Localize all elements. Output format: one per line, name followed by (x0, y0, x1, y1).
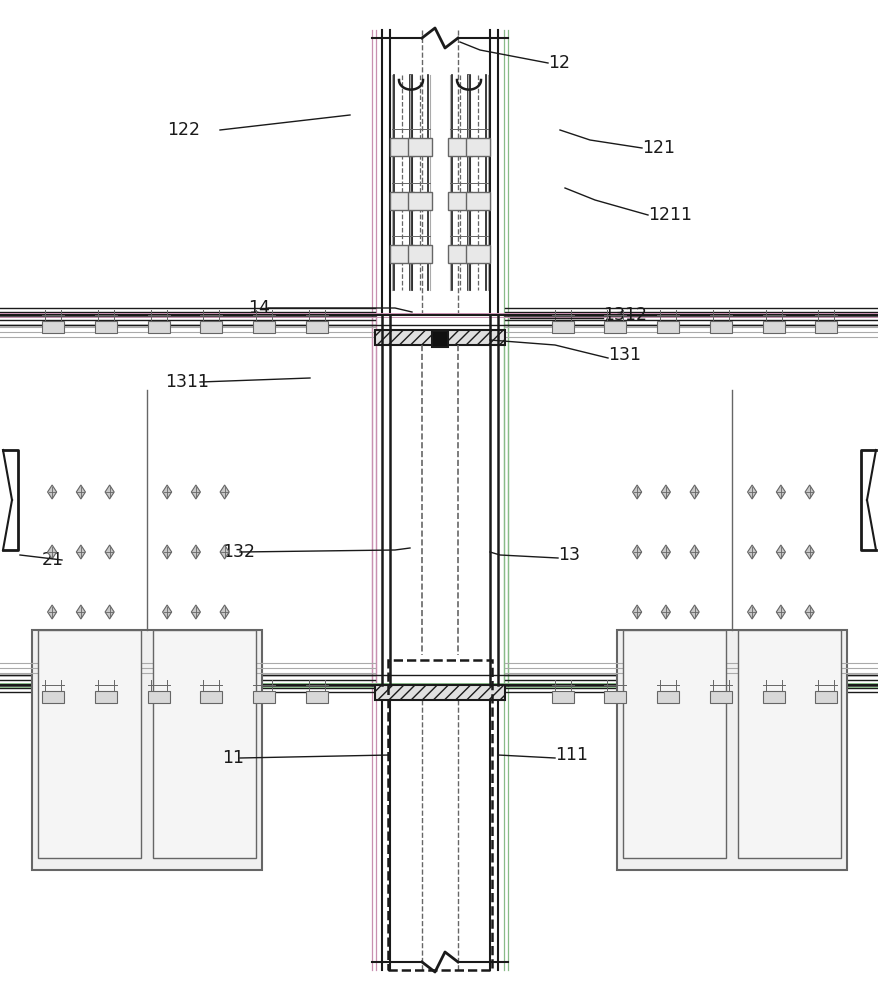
Bar (448, 245, 471, 263)
Polygon shape (632, 545, 641, 559)
Polygon shape (220, 605, 229, 619)
Polygon shape (76, 545, 85, 559)
Bar (95, 691, 117, 703)
Polygon shape (689, 605, 698, 619)
Bar (551, 691, 573, 703)
Text: 1211: 1211 (647, 206, 691, 224)
Bar (148, 691, 169, 703)
Bar (387, 660, 492, 970)
Bar (465, 192, 489, 210)
Polygon shape (191, 605, 200, 619)
Bar (253, 691, 275, 703)
Polygon shape (775, 485, 785, 499)
Bar (38, 630, 140, 858)
Polygon shape (162, 545, 171, 559)
Text: 14: 14 (248, 299, 270, 317)
Polygon shape (162, 605, 171, 619)
Polygon shape (105, 605, 114, 619)
Polygon shape (660, 485, 670, 499)
Polygon shape (775, 605, 785, 619)
Bar (32, 630, 262, 870)
Bar (390, 138, 414, 156)
Polygon shape (746, 605, 756, 619)
Text: 1311: 1311 (165, 373, 209, 391)
Polygon shape (105, 545, 114, 559)
Text: 12: 12 (547, 54, 569, 72)
Polygon shape (47, 485, 56, 499)
Text: 131: 131 (608, 346, 640, 364)
Text: 1312: 1312 (602, 306, 646, 324)
Bar (407, 192, 431, 210)
Polygon shape (220, 485, 229, 499)
Polygon shape (804, 605, 813, 619)
Bar (148, 321, 169, 333)
Text: 122: 122 (167, 121, 200, 139)
Bar (709, 691, 731, 703)
Bar (253, 321, 275, 333)
Bar (657, 691, 679, 703)
Text: 132: 132 (222, 543, 255, 561)
Bar (390, 245, 414, 263)
Polygon shape (775, 545, 785, 559)
Bar (42, 691, 64, 703)
Bar (738, 630, 840, 858)
Bar (407, 138, 431, 156)
Polygon shape (47, 605, 56, 619)
Polygon shape (689, 485, 698, 499)
Polygon shape (76, 485, 85, 499)
Polygon shape (632, 485, 641, 499)
Polygon shape (162, 485, 171, 499)
Polygon shape (47, 545, 56, 559)
Bar (448, 138, 471, 156)
Polygon shape (191, 545, 200, 559)
Text: 11: 11 (222, 749, 244, 767)
Bar (431, 331, 448, 347)
Bar (200, 691, 222, 703)
Text: 21: 21 (42, 551, 64, 569)
Bar (604, 691, 626, 703)
Bar (551, 321, 573, 333)
Bar (95, 321, 117, 333)
Polygon shape (660, 545, 670, 559)
Bar (306, 321, 327, 333)
Text: 111: 111 (554, 746, 587, 764)
Bar (762, 691, 784, 703)
Bar (375, 330, 505, 345)
Bar (623, 630, 725, 858)
Polygon shape (191, 485, 200, 499)
Bar (815, 321, 837, 333)
Polygon shape (76, 605, 85, 619)
Polygon shape (689, 545, 698, 559)
Bar (448, 192, 471, 210)
Polygon shape (220, 545, 229, 559)
Polygon shape (632, 605, 641, 619)
Bar (815, 691, 837, 703)
Bar (153, 630, 255, 858)
Bar (407, 245, 431, 263)
Polygon shape (746, 485, 756, 499)
Bar (762, 321, 784, 333)
Polygon shape (804, 485, 813, 499)
Polygon shape (105, 485, 114, 499)
Polygon shape (804, 545, 813, 559)
Bar (465, 245, 489, 263)
Bar (616, 630, 846, 870)
Bar (375, 685, 505, 700)
Bar (709, 321, 731, 333)
Polygon shape (746, 545, 756, 559)
Bar (390, 192, 414, 210)
Bar (657, 321, 679, 333)
Text: 13: 13 (558, 546, 579, 564)
Polygon shape (660, 605, 670, 619)
Bar (604, 321, 626, 333)
Text: 121: 121 (641, 139, 674, 157)
Bar (306, 691, 327, 703)
Bar (200, 321, 222, 333)
Bar (465, 138, 489, 156)
Bar (42, 321, 64, 333)
